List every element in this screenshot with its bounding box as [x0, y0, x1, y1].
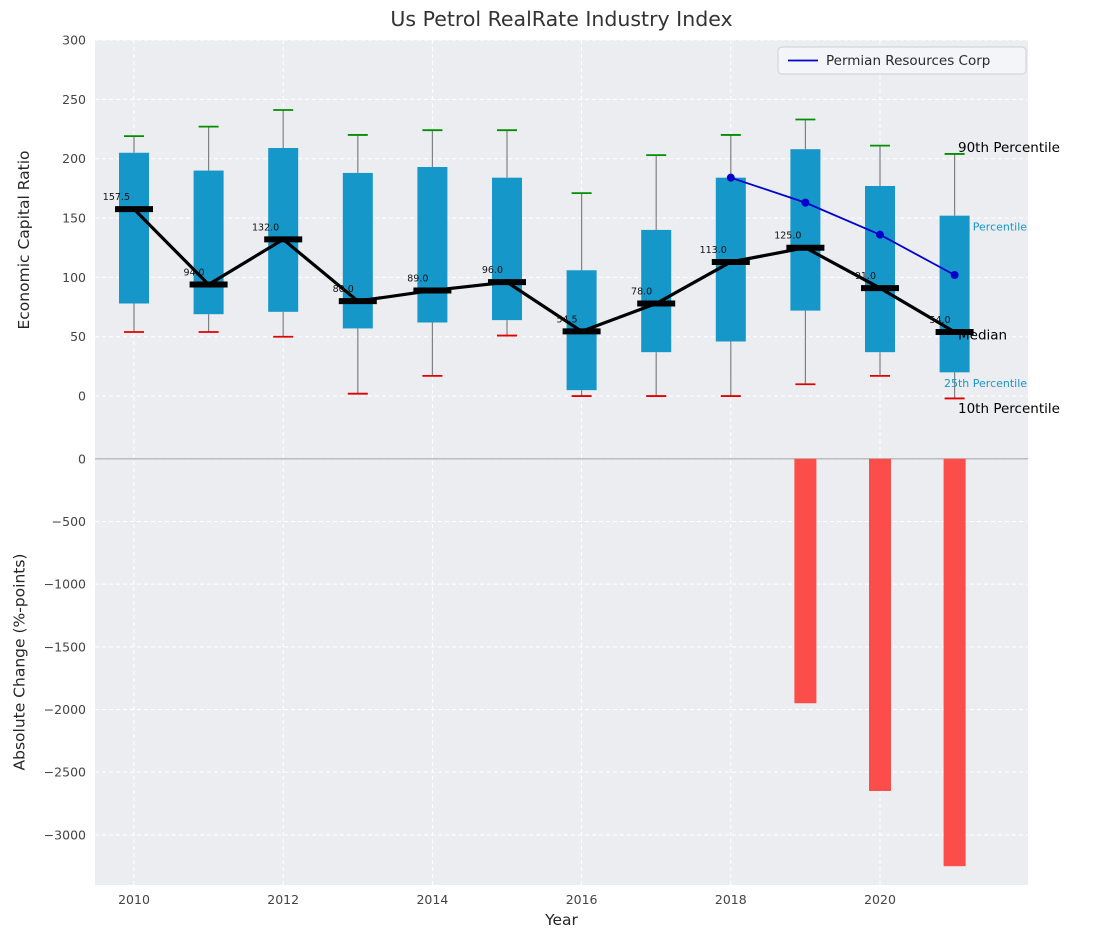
- ytick-bottom: −1000: [44, 577, 86, 592]
- iqr-box-2014: [417, 167, 448, 323]
- xtick: 2018: [715, 892, 747, 907]
- legend-box: [777, 46, 1027, 75]
- median-value-label: 157.5: [103, 192, 130, 203]
- tick-labels: 0 50 100 150 200 250 300 0 −500 −1000 −1500 −2000 −2…: [44, 33, 896, 908]
- bar-2019: [794, 458, 817, 704]
- change-bars: [794, 458, 966, 867]
- ytick-bottom: −1500: [44, 639, 86, 654]
- company-point: [726, 173, 735, 182]
- median-value-label: 54.5: [556, 314, 577, 325]
- xtick: 2020: [864, 892, 896, 907]
- iqr-box-2019: [790, 149, 821, 311]
- iqr-box-2012: [268, 148, 299, 312]
- median-value-label: 113.0: [700, 245, 727, 256]
- ytick-bottom: 0: [78, 451, 86, 466]
- xtick: 2016: [566, 892, 598, 907]
- ytick-top: 200: [62, 151, 86, 166]
- median-value-labels: 157.5 94.0 132.0 80.0 89.0 96.0 54.5 78.0 113.0 1…: [103, 192, 951, 326]
- percentile-label: 75th Percentile: [944, 220, 1027, 233]
- percentile-label: 25th Percentile: [944, 377, 1027, 390]
- company-point: [801, 198, 810, 207]
- median-value-label: 96.0: [482, 265, 503, 276]
- percentile-label: 10th Percentile: [958, 401, 1060, 417]
- iqr-box-2013: [342, 172, 373, 329]
- median-markers: [115, 206, 974, 335]
- median-value-label: 91.0: [855, 271, 876, 282]
- median-value-label: 78.0: [631, 287, 652, 298]
- bar-2020: [869, 458, 891, 791]
- median-value-label: 125.0: [774, 231, 801, 242]
- ytick-bottom: −3000: [44, 827, 86, 842]
- company-point: [950, 271, 959, 280]
- legend-label: Permian Resources Corp: [826, 53, 990, 69]
- ytick-bottom: −2000: [44, 702, 86, 717]
- x-axis-label: Year: [545, 911, 578, 929]
- company-line: [730, 176, 956, 276]
- ytick-top: 50: [70, 329, 86, 344]
- median-trend-line: [132, 208, 956, 334]
- iqr-box-2011: [193, 170, 224, 315]
- median-value-label: 132.0: [252, 222, 279, 233]
- xtick: 2014: [416, 892, 448, 907]
- company-point: [876, 230, 884, 239]
- percentile-labels-black: 90th Percentile Median 10th Percentile: [958, 140, 1060, 417]
- median-value-label: 54.0: [929, 315, 950, 326]
- chart-title: Us Petrol RealRate Industry Index: [390, 7, 733, 31]
- legend: Permian Resources Corp: [777, 46, 1027, 75]
- ytick-bottom: −2500: [44, 765, 86, 780]
- median-value-label: 80.0: [333, 284, 354, 295]
- iqr-box-2021: [939, 215, 970, 373]
- median-value-label: 89.0: [407, 273, 428, 284]
- median-value-label: 94.0: [183, 268, 204, 279]
- iqr-box-2017: [641, 229, 672, 353]
- ytick-top: 100: [62, 270, 86, 285]
- iqr-box-2020: [865, 185, 895, 353]
- iqr-box-2015: [492, 177, 522, 321]
- ytick-bottom: −500: [52, 514, 86, 529]
- percentile-label: 90th Percentile: [958, 140, 1060, 156]
- percentile-labels-cyan: 75th Percentile 25th Percentile: [944, 220, 1027, 390]
- ytick-top: 0: [78, 389, 86, 404]
- xtick: 2010: [118, 892, 150, 907]
- bar-2021: [943, 458, 966, 867]
- xtick: 2012: [267, 892, 299, 907]
- ytick-top: 300: [62, 33, 86, 48]
- iqr-box-2010: [119, 152, 149, 304]
- ytick-top: 250: [62, 92, 86, 107]
- ytick-top: 150: [62, 211, 86, 226]
- percentile-label: Median: [958, 327, 1007, 343]
